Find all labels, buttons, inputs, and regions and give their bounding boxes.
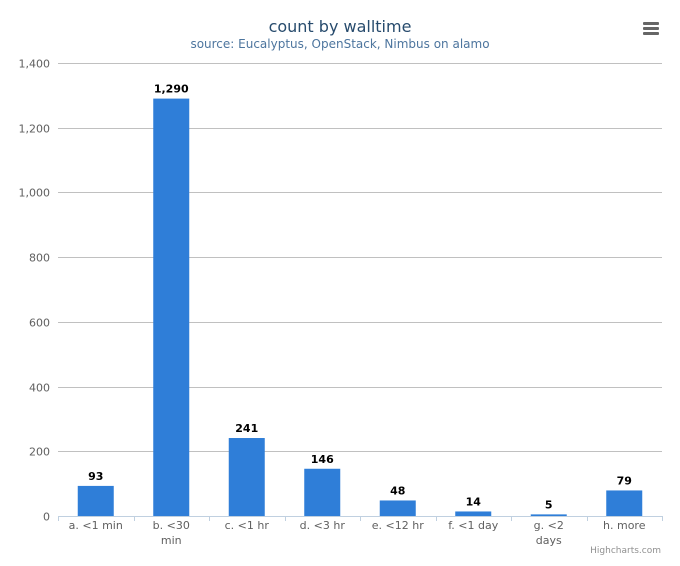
x-tick-label: c. <1 hr: [225, 519, 270, 532]
data-label: 93: [88, 470, 103, 483]
x-tick-label: a. <1 min: [69, 519, 123, 532]
x-tick-label: h. more: [603, 519, 646, 532]
y-tick-label: 800: [29, 252, 50, 265]
data-label: 241: [235, 422, 258, 435]
y-tick-label: 1,000: [19, 187, 51, 200]
y-tick-label: 1,400: [19, 58, 51, 71]
bar[interactable]: [379, 500, 416, 516]
y-tick-label: 600: [29, 317, 50, 330]
y-tick-label: 400: [29, 382, 50, 395]
bar[interactable]: [455, 511, 492, 516]
y-tick-label: 0: [43, 511, 50, 524]
hamburger-menu-icon[interactable]: [638, 17, 664, 41]
y-tick-label: 1,200: [19, 123, 51, 136]
chart-subtitle: source: Eucalyptus, OpenStack, Nimbus on…: [190, 37, 489, 51]
bar[interactable]: [304, 468, 341, 516]
bar[interactable]: [153, 98, 190, 516]
x-tick-label: f. <1 day: [448, 519, 499, 532]
y-axis: 0 200 400 600 800 1,000 1,200 1,400: [19, 58, 51, 524]
y-tick-label: 200: [29, 446, 50, 459]
data-labels: 93 1,290 241 146 48 14 5 79: [88, 83, 632, 512]
x-tick-label: e. <12 hr: [372, 519, 424, 532]
data-label: 14: [466, 495, 482, 508]
data-label: 146: [311, 453, 334, 466]
data-label: 79: [617, 474, 632, 487]
x-tick-label: d. <3 hr: [300, 519, 346, 532]
bar[interactable]: [228, 438, 265, 516]
data-label: 48: [390, 484, 405, 497]
data-label: 5: [545, 498, 553, 511]
gridlines: [58, 63, 662, 452]
credits-link[interactable]: Highcharts.com: [590, 546, 661, 556]
x-tick-label: b. <30 min: [153, 519, 190, 547]
bar[interactable]: [606, 490, 643, 516]
data-label: 1,290: [154, 83, 189, 96]
bars: [77, 98, 643, 516]
bar[interactable]: [77, 485, 114, 516]
x-tick-label: g. <2 days: [534, 519, 564, 547]
bar[interactable]: [530, 514, 567, 516]
chart-title: count by walltime: [269, 17, 412, 36]
x-axis: a. <1 min b. <30 min c. <1 hr d. <3 hr e. <12…: [58, 516, 663, 547]
